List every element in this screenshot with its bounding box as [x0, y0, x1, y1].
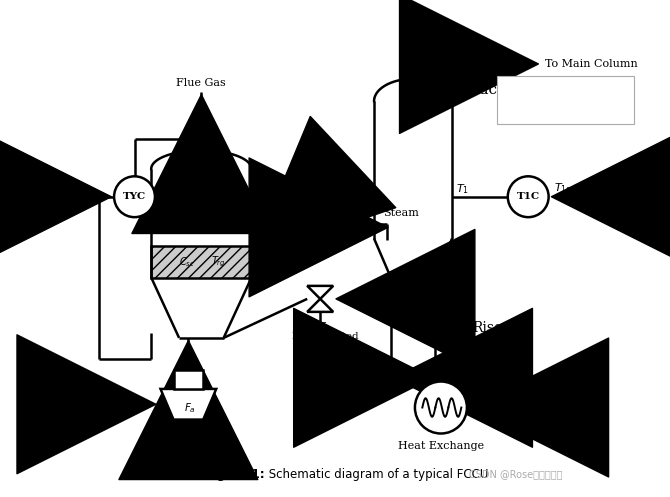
Circle shape [508, 176, 549, 217]
Circle shape [114, 176, 155, 217]
Text: Reactor: Reactor [460, 83, 520, 97]
Text: $T_1$: $T_1$ [456, 182, 469, 196]
Text: TYC: TYC [123, 192, 146, 201]
Text: $T_{cy}$: $T_{cy}$ [194, 218, 212, 235]
Text: Steam: Steam [383, 208, 419, 218]
Circle shape [415, 382, 467, 433]
Text: $C_{sc}$: $C_{sc}$ [178, 255, 194, 269]
Text: $F_a$: $F_a$ [184, 402, 196, 415]
Text: $T_{rg}$: $T_{rg}$ [210, 254, 226, 269]
Text: Spent
Catalyst: Spent Catalyst [265, 220, 308, 239]
Text: Regenerator: Regenerator [161, 199, 241, 213]
Polygon shape [161, 389, 216, 419]
Text: $T_{1sp}$: $T_{1sp}$ [554, 181, 577, 197]
Text: Flue Gas: Flue Gas [176, 78, 226, 88]
Bar [496, 76, 634, 124]
Text: Air: Air [98, 398, 116, 411]
Text: Heat Exchange: Heat Exchange [398, 441, 484, 451]
Text: Feed Oil from
Crude Unit: Feed Oil from Crude Unit [480, 389, 552, 408]
Bar [174, 370, 203, 389]
Text: Figure 1:: Figure 1: [205, 468, 265, 481]
Text: Schematic diagram of a typical FCCU: Schematic diagram of a typical FCCU [265, 468, 488, 481]
Text: Riser: Riser [472, 321, 509, 334]
Polygon shape [308, 299, 333, 312]
Text: $T_{cysp}$: $T_{cysp}$ [60, 182, 86, 198]
Polygon shape [308, 286, 333, 299]
Text: Regenerated
Catalyst: Regenerated Catalyst [291, 332, 358, 352]
Text: T1C: T1C [517, 192, 540, 201]
Text: $F_s$: $F_s$ [319, 320, 331, 334]
Text: CSDN @Rose、考试助攻: CSDN @Rose、考试助攻 [469, 469, 562, 480]
Text: To Main Column: To Main Column [545, 59, 638, 69]
Bar [151, 246, 251, 277]
